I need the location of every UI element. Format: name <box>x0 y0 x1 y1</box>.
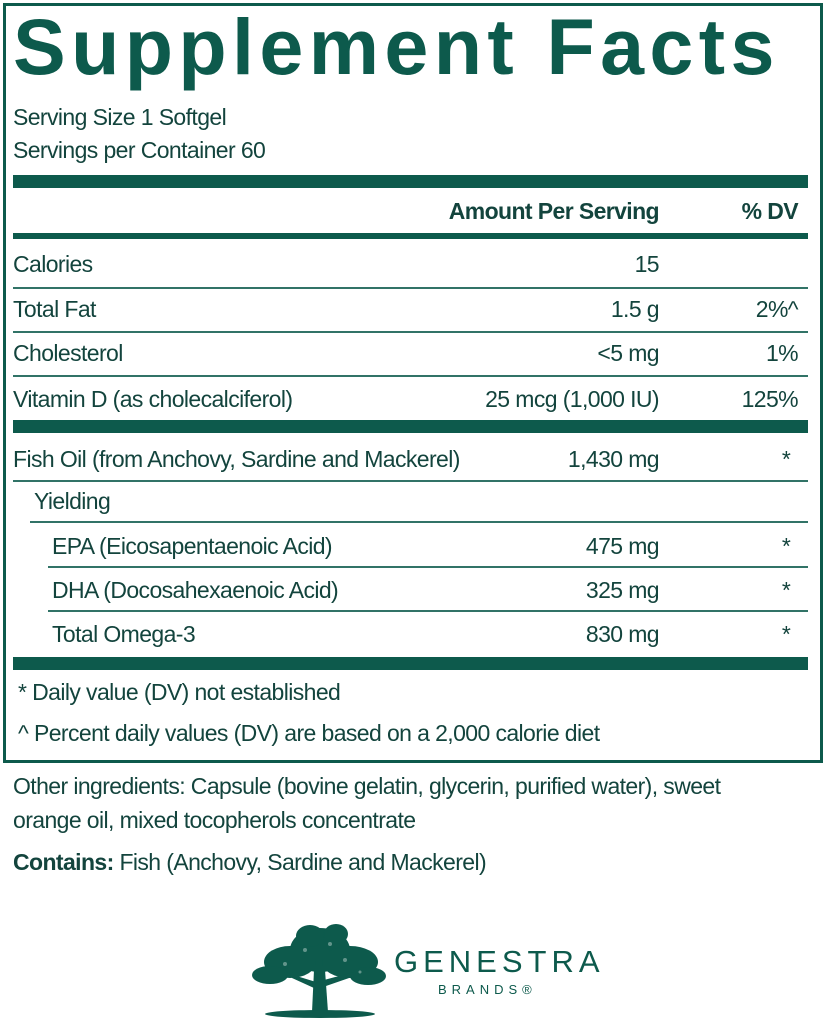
dv-header: % DV <box>741 198 799 224</box>
thick-divider <box>13 420 808 433</box>
row-divider <box>30 521 808 523</box>
medium-divider <box>13 233 808 239</box>
thick-divider <box>13 175 808 188</box>
row-divider <box>13 287 808 289</box>
nutrient-name: Total Omega-3 <box>52 621 196 647</box>
nutrient-amount: 25 mcg (1,000 IU) <box>485 386 659 412</box>
nutrient-name: Total Fat <box>13 296 96 322</box>
row-divider <box>13 480 808 482</box>
brand-subtitle: BRANDS® <box>438 982 537 997</box>
nutrient-name: EPA (Eicosapentaenoic Acid) <box>52 533 333 559</box>
row-divider <box>48 610 808 612</box>
nutrient-name: Vitamin D (as cholecalciferol) <box>13 386 293 412</box>
row-divider <box>13 331 808 333</box>
nutrient-amount: 1.5 g <box>610 296 660 322</box>
nutrient-amount: 830 mg <box>585 621 660 647</box>
allergen-statement: Contains: Fish (Anchovy, Sardine and Mac… <box>13 849 487 875</box>
nutrient-dv: 125% <box>741 386 799 412</box>
oak-tree-icon <box>252 924 386 1018</box>
nutrient-dv: * <box>781 446 791 472</box>
nutrient-dv: * <box>781 577 791 603</box>
thick-divider <box>13 657 808 670</box>
serving-size: Serving Size 1 Softgel <box>13 104 227 130</box>
row-divider <box>13 375 808 377</box>
nutrient-dv: * <box>781 533 791 559</box>
nutrient-amount: 15 <box>634 251 660 277</box>
other-ingredients-line2: orange oil, mixed tocopherols concentrat… <box>13 807 416 833</box>
amount-header: Amount Per Serving <box>448 198 660 224</box>
nutrient-name: DHA (Docosahexaenoic Acid) <box>52 577 339 603</box>
footnote-calorie: ^ Percent daily values (DV) are based on… <box>18 720 600 746</box>
nutrient-dv: 2%^ <box>755 296 799 322</box>
nutrient-amount: 475 mg <box>585 533 660 559</box>
other-ingredients-line1: Other ingredients: Capsule (bovine gelat… <box>13 773 721 799</box>
nutrient-name: Cholesterol <box>13 340 123 366</box>
nutrient-amount: 1,430 mg <box>567 446 660 472</box>
facts-panel-border <box>3 3 823 763</box>
contains-value: Fish (Anchovy, Sardine and Mackerel) <box>113 849 487 875</box>
nutrient-name: Fish Oil (from Anchovy, Sardine and Mack… <box>13 446 460 472</box>
nutrient-name: Yielding <box>34 488 111 514</box>
nutrient-amount: 325 mg <box>585 577 660 603</box>
nutrient-dv: 1% <box>765 340 799 366</box>
nutrient-name: Calories <box>13 251 93 277</box>
page-title: Supplement Facts <box>13 2 780 91</box>
nutrient-dv: * <box>781 621 791 647</box>
brand-name: GENESTRA <box>394 944 605 979</box>
nutrient-amount: <5 mg <box>597 340 659 366</box>
contains-label: Contains: <box>13 849 114 875</box>
row-divider <box>48 566 808 568</box>
servings-per-container: Servings per Container 60 <box>13 137 266 163</box>
footnote-dv: * Daily value (DV) not established <box>18 679 341 705</box>
